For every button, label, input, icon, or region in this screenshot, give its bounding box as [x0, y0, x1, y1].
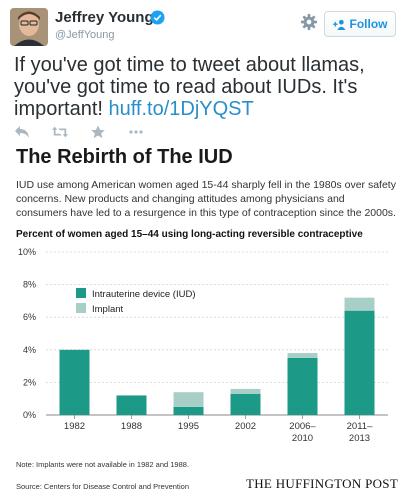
chart-heading: Percent of women aged 15–44 using long-a…: [16, 229, 363, 240]
x-tick-label: 2006–: [289, 421, 316, 432]
chart-source: Source: Centers for Disease Control and …: [16, 482, 190, 491]
bar-chart: 0% 2% 4% 6% 8% 10% 1982 1988 1995 2002 2006–2010 20…: [18, 247, 388, 444]
x-tick-label: 1995: [178, 421, 199, 432]
bar-segment: [116, 395, 147, 415]
x-tick-label: 1982: [64, 421, 85, 432]
tweet-link[interactable]: huff.to/1DjYQST: [108, 98, 254, 120]
author-name[interactable]: Jeffrey Young: [55, 9, 154, 26]
x-tick-label: 2011–: [347, 421, 373, 432]
infographic-headline: The Rebirth of The IUD: [16, 146, 233, 168]
bar-segment: [173, 406, 204, 415]
y-tick-label: 8%: [23, 280, 36, 290]
bar-segment: [287, 357, 318, 415]
author-handle[interactable]: @JeffYoung: [55, 29, 115, 41]
follow-button-label: Follow: [349, 17, 388, 31]
favorite-star-icon[interactable]: [90, 125, 106, 139]
settings-gear-icon[interactable]: [300, 13, 318, 31]
legend-label: Intrauterine device (IUD): [92, 289, 195, 300]
y-tick-label: 2%: [23, 377, 36, 387]
retweet-icon[interactable]: [52, 125, 68, 139]
y-tick-label: 10%: [18, 247, 36, 257]
legend-label: Implant: [92, 304, 124, 315]
bar-segment: [344, 310, 375, 415]
follow-button[interactable]: Follow: [324, 11, 396, 37]
bar-segment: [173, 392, 204, 407]
bar-segment: [344, 297, 375, 311]
x-tick-label: 2010: [292, 433, 313, 444]
x-tick-label: 1988: [121, 421, 142, 432]
publisher-logo: THE HUFFINGTON POST: [246, 476, 399, 491]
legend-swatch: [76, 288, 86, 298]
legend-swatch: [76, 303, 86, 313]
y-tick-label: 6%: [23, 312, 36, 322]
infographic-description: IUD use among American women aged 15-44 …: [16, 179, 396, 219]
tweet-text: If you've got time to tweet about llamas…: [14, 54, 399, 120]
verified-badge-icon: [150, 10, 165, 25]
infographic-image[interactable]: The Rebirth of The IUD IUD use among Ame…: [0, 140, 403, 503]
y-tick-label: 4%: [23, 345, 36, 355]
tweet-text-body: If you've got time to tweet about llamas…: [14, 54, 365, 120]
more-options-icon[interactable]: [128, 125, 144, 139]
bar-segment: [287, 353, 318, 358]
bar-segment: [230, 388, 261, 394]
bar-segment: [230, 393, 261, 415]
y-tick-label: 0%: [23, 410, 36, 420]
reply-icon[interactable]: [14, 125, 30, 139]
author-avatar[interactable]: [10, 8, 48, 46]
x-tick-label: 2002: [235, 421, 256, 432]
tweet-actions: [14, 124, 144, 140]
bar-segment: [59, 349, 90, 415]
follow-add-person-icon: [332, 19, 345, 30]
tweet-header: Jeffrey Young @JeffYoung Follow: [0, 0, 403, 50]
x-tick-label: 2013: [349, 433, 370, 444]
chart-note: Note: Implants were not available in 198…: [16, 460, 190, 469]
